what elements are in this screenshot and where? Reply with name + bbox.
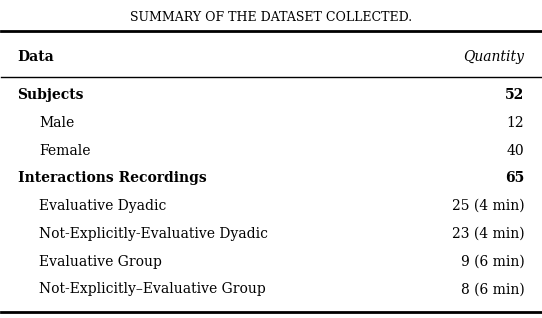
Text: Subjects: Subjects xyxy=(17,88,84,102)
Text: 52: 52 xyxy=(505,88,525,102)
Text: Male: Male xyxy=(39,116,74,130)
Text: 8 (6 min): 8 (6 min) xyxy=(461,282,525,296)
Text: Female: Female xyxy=(39,143,91,157)
Text: 12: 12 xyxy=(507,116,525,130)
Text: Quantity: Quantity xyxy=(463,50,525,64)
Text: SUMMARY OF THE DATASET COLLECTED.: SUMMARY OF THE DATASET COLLECTED. xyxy=(130,11,412,24)
Text: Not-Explicitly–Evaluative Group: Not-Explicitly–Evaluative Group xyxy=(39,282,266,296)
Text: Interactions Recordings: Interactions Recordings xyxy=(17,171,207,185)
Text: 23 (4 min): 23 (4 min) xyxy=(452,227,525,241)
Text: Not-Explicitly-Evaluative Dyadic: Not-Explicitly-Evaluative Dyadic xyxy=(39,227,268,241)
Text: Data: Data xyxy=(17,50,54,64)
Text: 25 (4 min): 25 (4 min) xyxy=(452,199,525,213)
Text: Evaluative Group: Evaluative Group xyxy=(39,254,162,268)
Text: 9 (6 min): 9 (6 min) xyxy=(461,254,525,268)
Text: 40: 40 xyxy=(507,143,525,157)
Text: 65: 65 xyxy=(505,171,525,185)
Text: Evaluative Dyadic: Evaluative Dyadic xyxy=(39,199,166,213)
